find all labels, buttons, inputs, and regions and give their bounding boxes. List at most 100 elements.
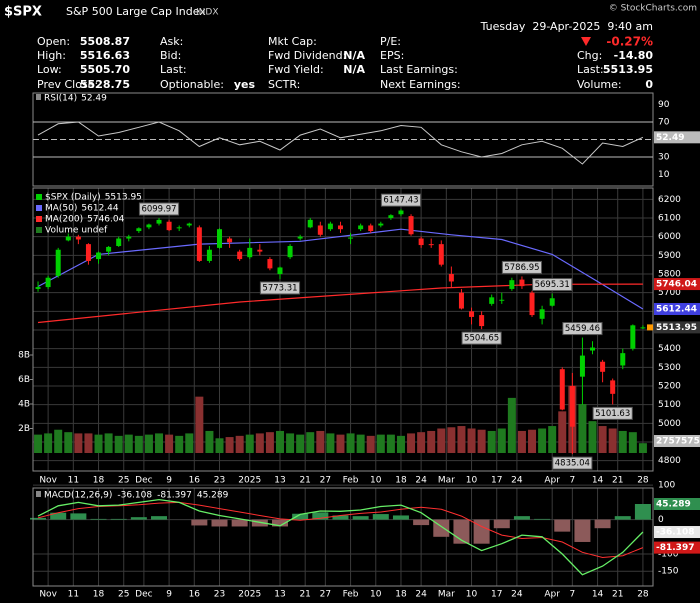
volume-bar [195, 396, 204, 453]
field-label: Ask: [160, 35, 183, 48]
candle-body [620, 353, 626, 366]
candle-body [317, 225, 323, 235]
volume-bar [528, 429, 537, 453]
x-tick-label: 9 [166, 476, 172, 486]
volume-bar [608, 428, 617, 453]
candle-body [55, 249, 61, 276]
candle-body [479, 315, 485, 327]
volume-bar [235, 435, 244, 453]
field-label: EPS: [380, 49, 404, 62]
volume-bar [286, 433, 295, 453]
volume-bar [84, 433, 93, 453]
volume-bar [205, 430, 214, 453]
x-tick-label: 18 [93, 476, 105, 486]
volume-tick-label: 8B [18, 351, 30, 361]
value-badge: 45.289 [656, 499, 691, 509]
candle-body [257, 249, 263, 252]
volume-tick-label: 4B [18, 400, 30, 410]
candle-body [45, 277, 51, 288]
y-tick-label: 0 [658, 515, 664, 525]
legend-icon [36, 491, 41, 497]
candle-body [358, 225, 364, 230]
histogram-bar [271, 519, 288, 527]
x-tick-label: 13 [274, 476, 285, 486]
legend-value: 5612.44 [81, 204, 118, 214]
x-tick-label: 18 [395, 590, 407, 600]
macd-line [37, 498, 644, 576]
x-tick-label: 13 [274, 590, 285, 600]
legend-icon [36, 94, 41, 100]
value-badge-bg [654, 321, 700, 334]
y-tick-label: 5800 [658, 270, 681, 280]
candle-body [156, 219, 162, 224]
field-label: Open: [37, 35, 70, 48]
candle-body [85, 244, 91, 261]
price-annotation: 4835.04 [555, 459, 590, 469]
field-label: Fwd Dividend: [268, 49, 346, 62]
price-annotation: 5504.65 [464, 334, 499, 344]
field-value: 5513.95 [603, 63, 653, 76]
field-label: Volume: [577, 78, 622, 91]
y-tick-label: 90 [658, 100, 670, 110]
field-value: 5508.87 [80, 35, 130, 48]
candle-body [438, 244, 444, 265]
candle-body [569, 386, 575, 427]
x-tick-label: 10 [466, 476, 478, 486]
moving-average [37, 283, 643, 324]
y-tick-label: 30 [658, 153, 670, 163]
macd-value: -81.397 [157, 491, 192, 501]
candle-body [176, 227, 182, 229]
field-label: Low: [37, 63, 62, 76]
volume-bar [578, 404, 587, 453]
x-tick-label: 7 [569, 590, 575, 600]
x-tick-label: 25 [118, 590, 129, 600]
volume-bar [104, 433, 113, 453]
y-tick-label: 10 [658, 170, 670, 180]
volume-bar [507, 397, 516, 453]
value-badge: 5746.04 [656, 280, 697, 290]
volume-bar [558, 411, 567, 453]
candle-body [35, 287, 41, 289]
candle-body [106, 246, 112, 252]
field-label: Last: [577, 63, 604, 76]
volume-bar [467, 428, 476, 453]
candle-body [458, 292, 464, 309]
volume-bar [386, 434, 395, 453]
value-badge-bg [654, 541, 700, 554]
volume-tick-label: 6B [18, 375, 30, 385]
histogram-bar [50, 512, 67, 520]
down-arrow [581, 37, 591, 46]
symbol: $SPX [4, 5, 42, 20]
x-tick-label: 21 [299, 590, 310, 600]
candle-body [96, 252, 102, 260]
field-value: 5528.75 [80, 78, 130, 91]
candle-body [75, 236, 81, 240]
candle-body [469, 311, 475, 317]
y-tick-label: 6000 [658, 232, 681, 242]
candle-body [166, 221, 172, 231]
volume-bar [477, 429, 486, 453]
x-tick-label: 23 [214, 476, 225, 486]
x-tick-label: 17 [491, 590, 502, 600]
macd-value: -36.108 [117, 491, 152, 501]
volume-bar [376, 434, 385, 453]
volume-bar [155, 433, 164, 453]
candle-body [600, 361, 606, 372]
field-label: SCTR: [268, 78, 300, 91]
legend-label: Volume undef [45, 226, 108, 236]
candle-body [418, 238, 424, 246]
candle-body [428, 244, 434, 246]
histogram-bar [352, 516, 369, 520]
histogram-bar [413, 519, 430, 526]
candle-body [509, 280, 515, 289]
histogram-bar [332, 515, 349, 520]
field-label: Bid: [160, 49, 181, 62]
value-badge: -81.397 [656, 543, 694, 553]
histogram-bar [473, 519, 490, 544]
x-tick-label: 21 [612, 476, 623, 486]
volume-bar [124, 434, 133, 453]
x-tick-label: 10 [466, 590, 478, 600]
histogram-bar [554, 519, 571, 532]
y-tick-label: -150 [658, 567, 679, 577]
candle-body [307, 219, 313, 228]
